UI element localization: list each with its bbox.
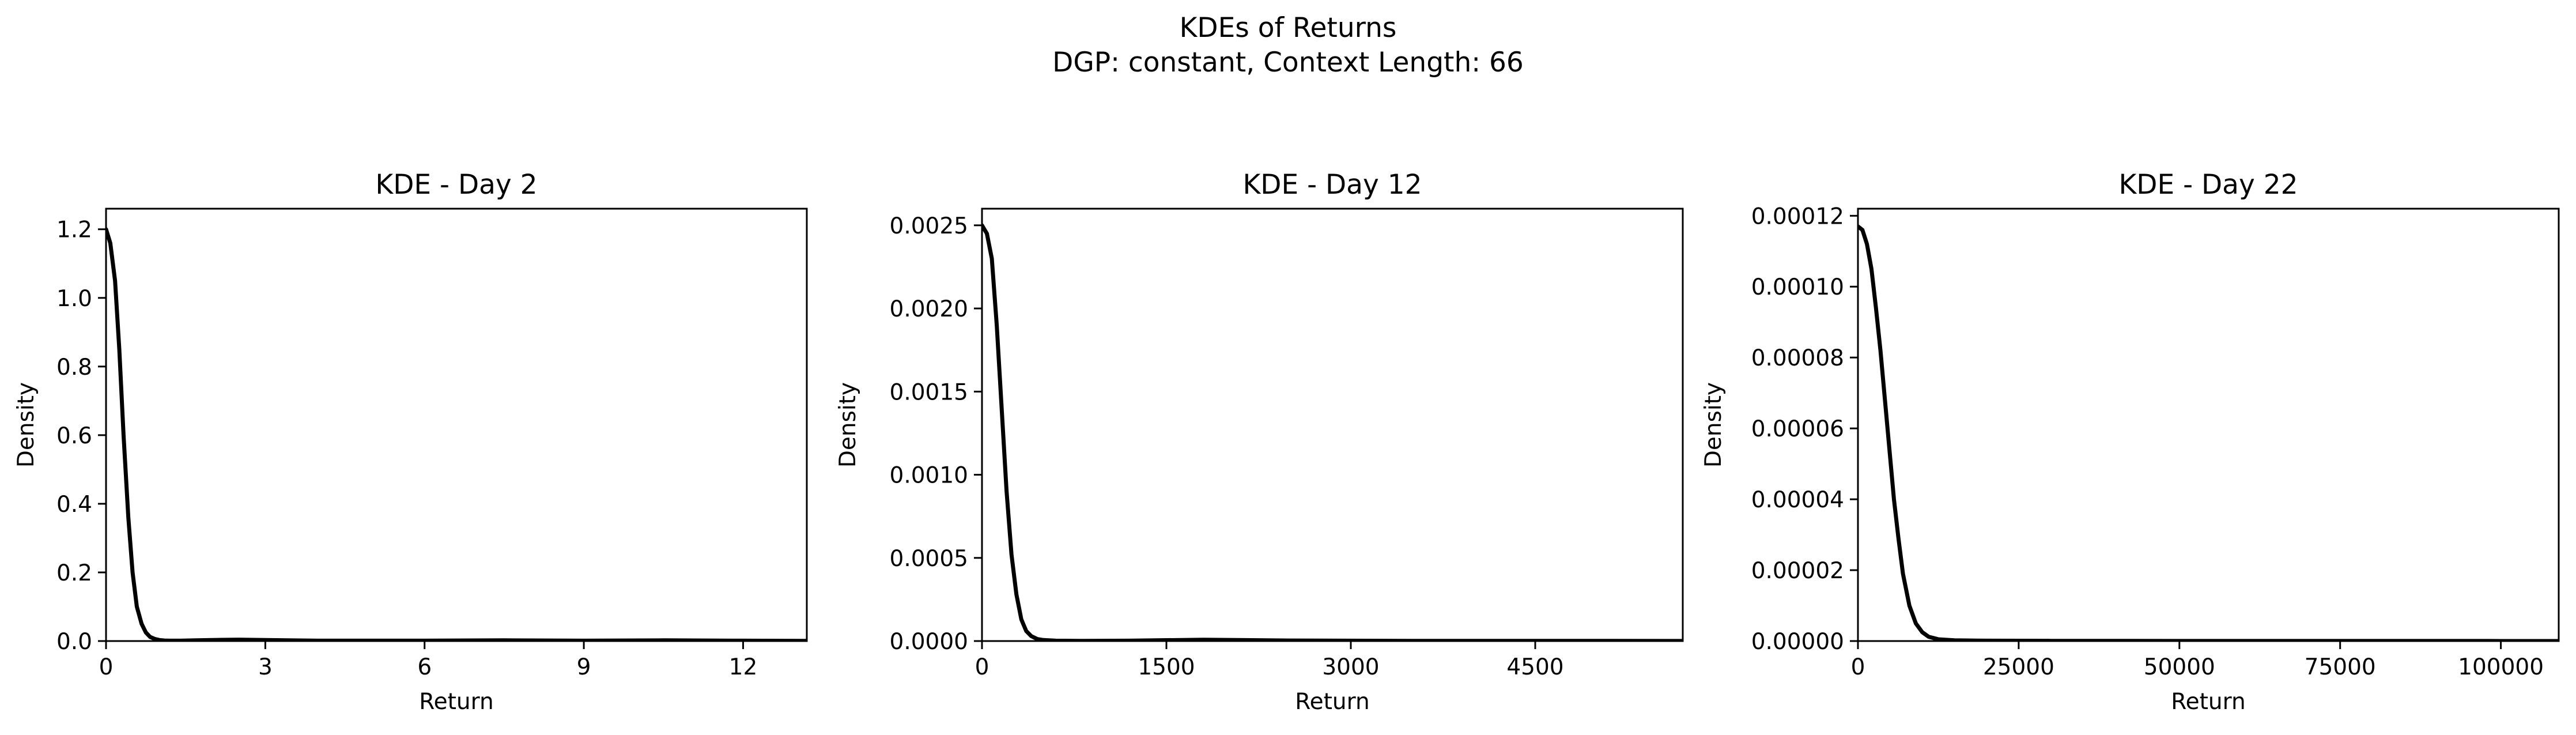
y-tick-label: 0.00008 [1751,345,1844,371]
axes-frame [981,208,1684,642]
y-tick-label: 0.00000 [1751,629,1844,655]
figure-title-line2: DGP: constant, Context Length: 66 [1052,47,1524,78]
y-tick-label: 1.2 [56,217,92,243]
x-tick-label: 6 [417,654,432,680]
kde-line [1858,224,2559,641]
y-tick-label: 0.00006 [1751,416,1844,442]
y-axis-label: Density [1701,382,1727,468]
kde-line [982,223,1683,641]
axes-frame [105,208,808,642]
y-axis-label: Density [835,382,861,468]
x-tick-label: 4500 [1506,654,1563,680]
y-tick-label: 0.0 [56,629,92,655]
y-tick-label: 0.4 [56,492,92,518]
y-tick-label: 1.0 [56,286,92,312]
y-axis-label: Density [13,382,39,468]
x-axis-label: Return [1295,689,1369,715]
axes-frame [1857,208,2560,642]
subplot-day-22: KDE - Day 22 Density Return 0 25000 50000 7… [1701,169,2560,715]
x-tick-label: 25000 [1983,654,2054,680]
y-tick-label: 0.0010 [890,463,968,489]
x-tick-label: 0 [99,654,114,680]
y-tick-label: 0.00010 [1751,274,1844,300]
y-tick-label: 0.0005 [890,546,968,572]
x-tick-label: 1500 [1138,654,1195,680]
x-axis-label: Return [419,689,493,715]
x-axis-label: Return [2171,689,2245,715]
x-tick-label: 3000 [1322,654,1379,680]
x-tick-label: 12 [729,654,758,680]
x-tick-label: 3 [258,654,273,680]
subplot-day-2: KDE - Day 2 Density Return 0 3 6 9 12 0.0 0.2 0… [13,169,808,715]
x-tick-label: 75000 [2305,654,2376,680]
y-tick-label: 0.0000 [890,629,968,655]
kde-line [106,227,807,641]
y-tick-label: 0.00002 [1751,558,1844,584]
y-tick-label: 0.0020 [890,296,968,322]
x-tick-label: 100000 [2458,654,2544,680]
x-tick-label: 0 [1851,654,1865,680]
y-tick-label: 0.0025 [890,213,968,239]
subplot-title: KDE - Day 12 [1242,169,1422,201]
x-tick-label: 50000 [2144,654,2215,680]
y-tick-label: 0.00004 [1751,487,1844,513]
y-tick-label: 0.00012 [1751,203,1844,229]
y-tick-label: 0.8 [56,355,92,380]
x-tick-label: 0 [975,654,989,680]
y-tick-label: 0.6 [56,423,92,449]
x-tick-label: 9 [577,654,591,680]
subplot-title: KDE - Day 2 [375,169,537,201]
y-tick-label: 0.2 [56,560,92,586]
figure-title-line1: KDEs of Returns [1180,12,1397,44]
y-tick-label: 0.0015 [890,379,968,405]
subplot-title: KDE - Day 22 [2118,169,2298,201]
subplot-day-12: KDE - Day 12 Density Return 0 1500 3000 450… [835,169,1684,715]
